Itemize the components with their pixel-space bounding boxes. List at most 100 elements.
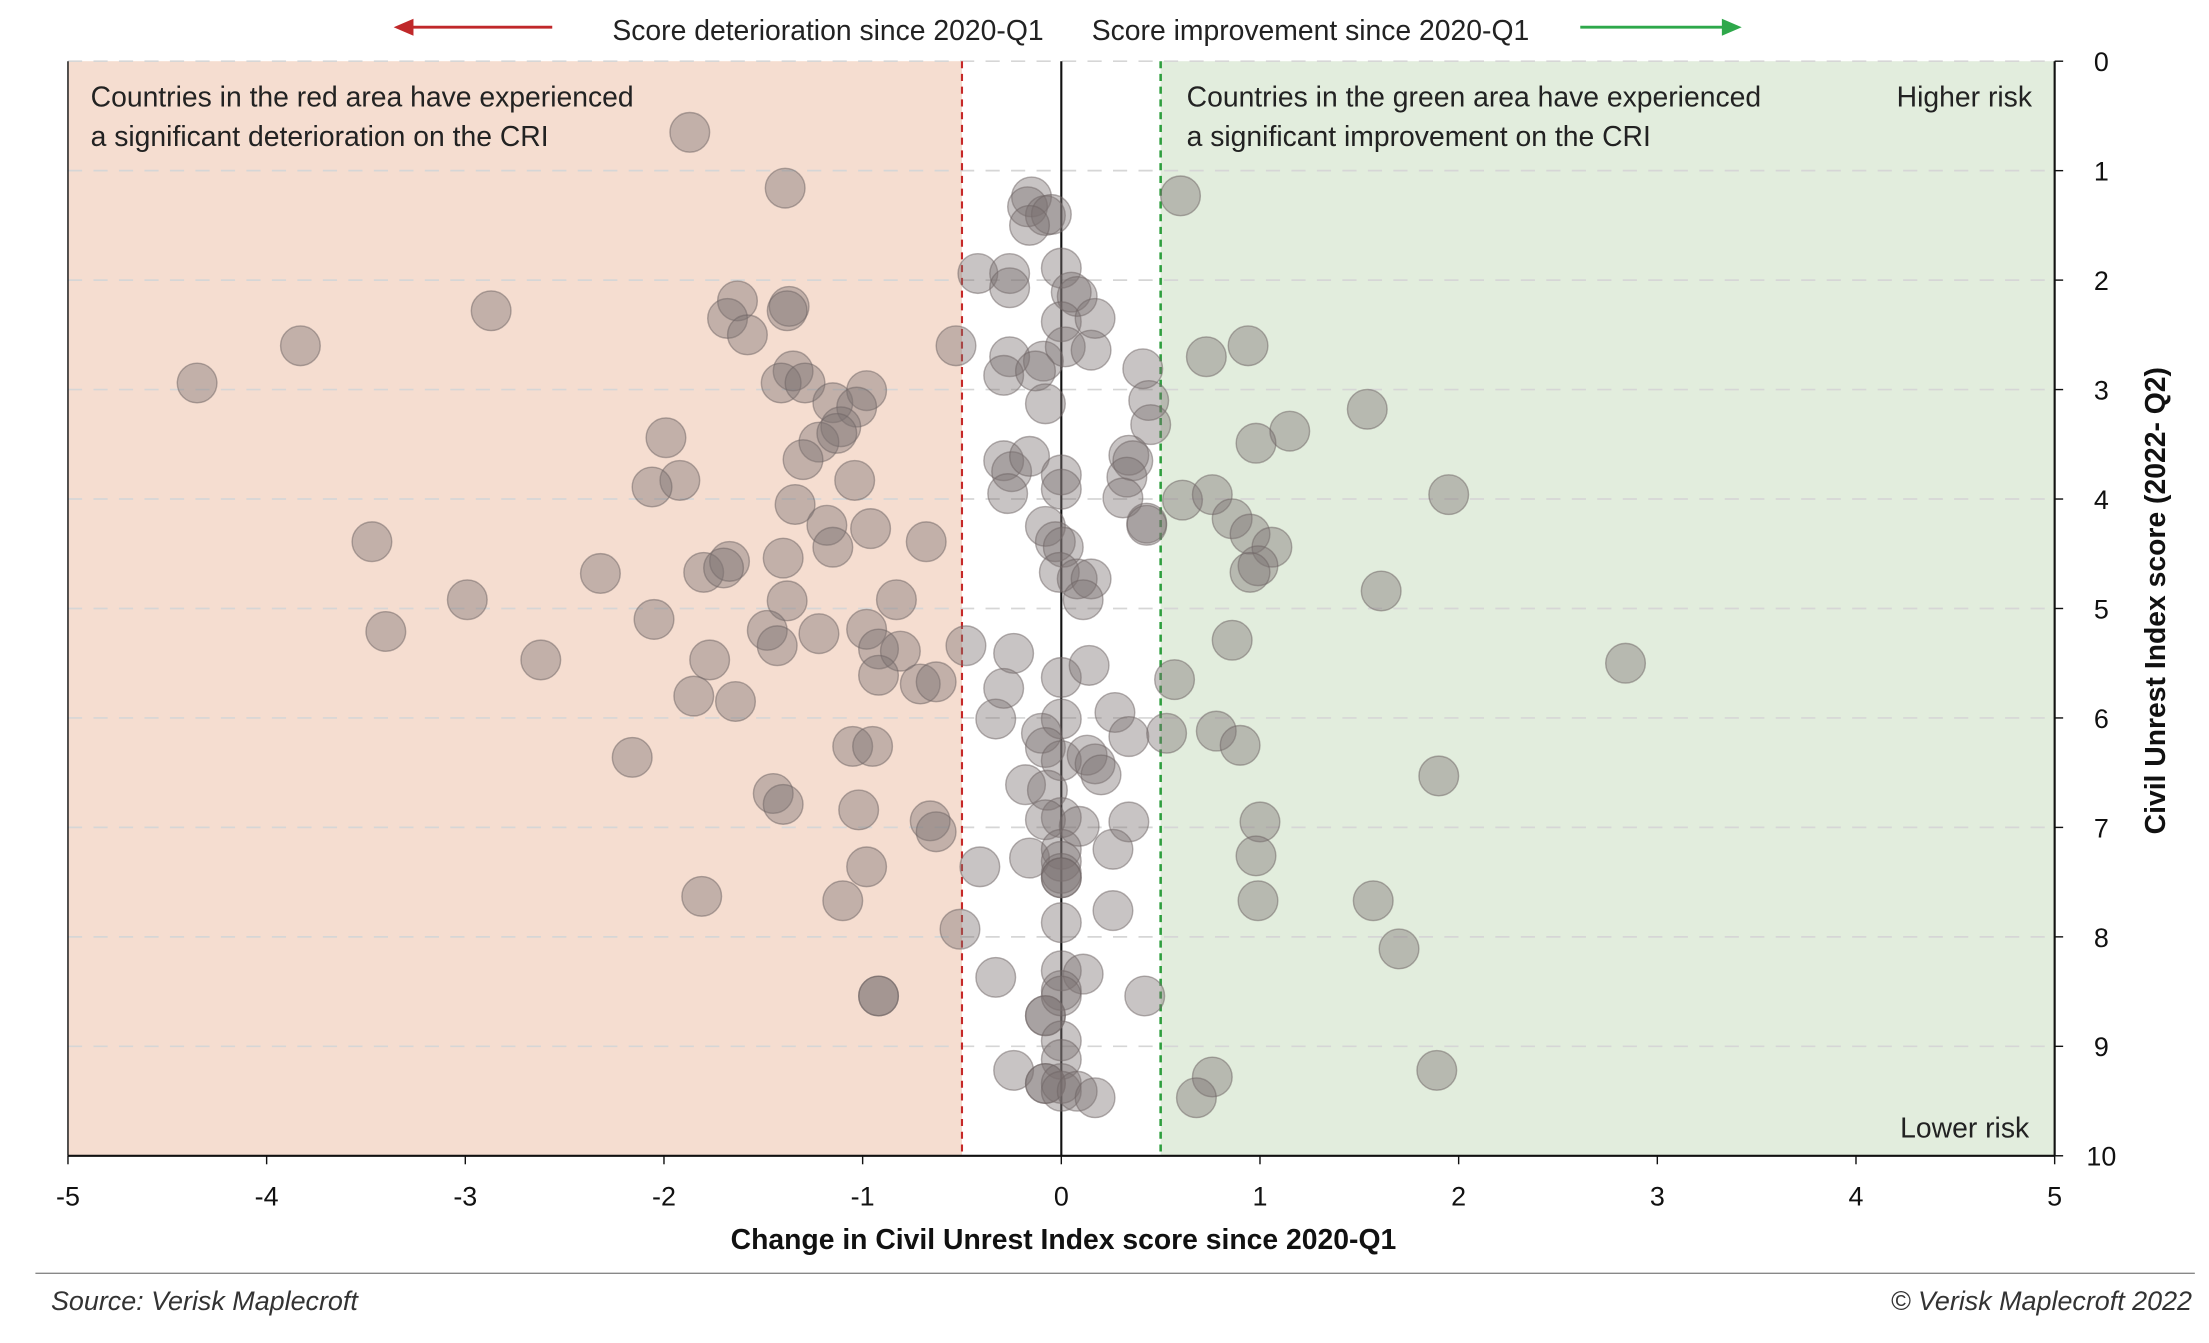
data-point — [611, 736, 653, 778]
data-point — [782, 439, 824, 481]
data-point — [1146, 712, 1188, 754]
annotation-red-line2: a significant deterioration on the CRI — [91, 121, 549, 153]
data-point — [762, 537, 804, 579]
data-point — [1352, 880, 1394, 922]
data-point — [1235, 422, 1277, 464]
data-point — [959, 846, 1001, 888]
data-point — [1038, 551, 1080, 593]
y-tick-label: 1 — [2094, 157, 2109, 187]
data-point — [1229, 551, 1271, 593]
data-point — [1040, 301, 1082, 343]
data-point — [714, 680, 757, 723]
data-point — [879, 630, 921, 672]
data-point — [579, 552, 621, 594]
data-point — [1030, 193, 1072, 235]
data-point — [1126, 504, 1168, 546]
data-point — [1014, 350, 1057, 392]
data-point — [1024, 505, 1066, 547]
data-point — [760, 362, 802, 404]
y-tick-label: 5 — [2094, 594, 2109, 624]
data-point — [1227, 325, 1269, 367]
data-point — [673, 675, 715, 717]
data-point — [669, 111, 711, 153]
data-point — [945, 625, 987, 667]
data-point — [772, 350, 814, 392]
data-point — [1070, 329, 1112, 371]
data-point — [858, 654, 900, 696]
data-point — [1229, 513, 1271, 555]
data-point — [726, 314, 768, 356]
y-tick-label: 3 — [2094, 375, 2109, 405]
data-point — [1360, 570, 1402, 612]
green-arrowhead-icon — [1721, 18, 1742, 36]
data-point — [1124, 975, 1166, 1017]
data-point — [915, 661, 957, 703]
data-point — [365, 610, 407, 653]
data-point — [1154, 659, 1196, 701]
data-point — [1416, 1049, 1458, 1091]
data-point — [983, 667, 1025, 709]
data-point — [1219, 724, 1261, 766]
data-point — [520, 639, 562, 681]
x-tick-label: 1 — [1252, 1181, 1267, 1211]
data-point — [764, 167, 806, 209]
data-point — [1040, 857, 1082, 899]
data-point — [1195, 710, 1237, 752]
data-point — [1024, 726, 1066, 769]
data-point — [1191, 1056, 1233, 1098]
data-point — [631, 466, 673, 508]
data-point — [1108, 434, 1150, 476]
y-tick-label: 9 — [2094, 1032, 2109, 1062]
data-point — [850, 508, 892, 550]
data-point — [1237, 880, 1279, 922]
annotation-green-line1: Countries in the green area have experie… — [1187, 82, 1762, 114]
data-point — [470, 290, 512, 332]
annotation-green-line2: a significant improvement on the CRI — [1187, 121, 1651, 153]
data-point — [858, 628, 900, 670]
data-point — [1106, 456, 1148, 498]
data-point — [1269, 410, 1311, 452]
data-point — [915, 811, 957, 853]
data-point — [1175, 1077, 1217, 1119]
data-point — [645, 417, 687, 459]
y-tick-label: 6 — [2094, 704, 2109, 734]
data-point — [1040, 1020, 1082, 1062]
data-point — [846, 846, 888, 888]
data-point — [1068, 644, 1110, 686]
data-point — [1026, 769, 1068, 811]
data-point — [983, 440, 1025, 482]
x-tick-label: -3 — [453, 1181, 477, 1211]
data-point — [1074, 297, 1116, 339]
y-tick-label: 4 — [2094, 485, 2109, 515]
lower-risk-label: Lower risk — [1900, 1112, 2030, 1144]
data-point — [993, 1049, 1035, 1091]
data-point — [1108, 716, 1150, 758]
data-point — [1040, 468, 1082, 510]
data-point — [858, 975, 900, 1017]
data-point — [1062, 953, 1104, 995]
x-tick-label: -2 — [652, 1181, 676, 1211]
data-point — [1239, 801, 1281, 843]
data-point — [1040, 969, 1082, 1012]
data-point — [1346, 388, 1388, 430]
data-point — [1034, 521, 1076, 563]
data-point — [975, 698, 1017, 740]
data-point — [875, 579, 917, 621]
data-point — [838, 789, 880, 831]
data-point — [756, 625, 798, 667]
data-point — [1056, 275, 1098, 318]
x-tick-label: 3 — [1650, 1181, 1665, 1211]
x-axis-label: Change in Civil Unrest Index score since… — [731, 1224, 1397, 1256]
data-point — [1040, 828, 1082, 870]
data-point — [176, 362, 218, 404]
data-point — [1604, 642, 1647, 684]
data-point — [774, 483, 816, 526]
data-point — [1044, 326, 1086, 368]
data-point — [1042, 526, 1084, 568]
data-point — [1128, 379, 1170, 422]
data-point — [816, 412, 858, 454]
data-point — [1074, 743, 1116, 785]
data-point — [852, 725, 894, 767]
x-tick-label: -5 — [56, 1181, 80, 1211]
data-point — [1130, 404, 1172, 446]
